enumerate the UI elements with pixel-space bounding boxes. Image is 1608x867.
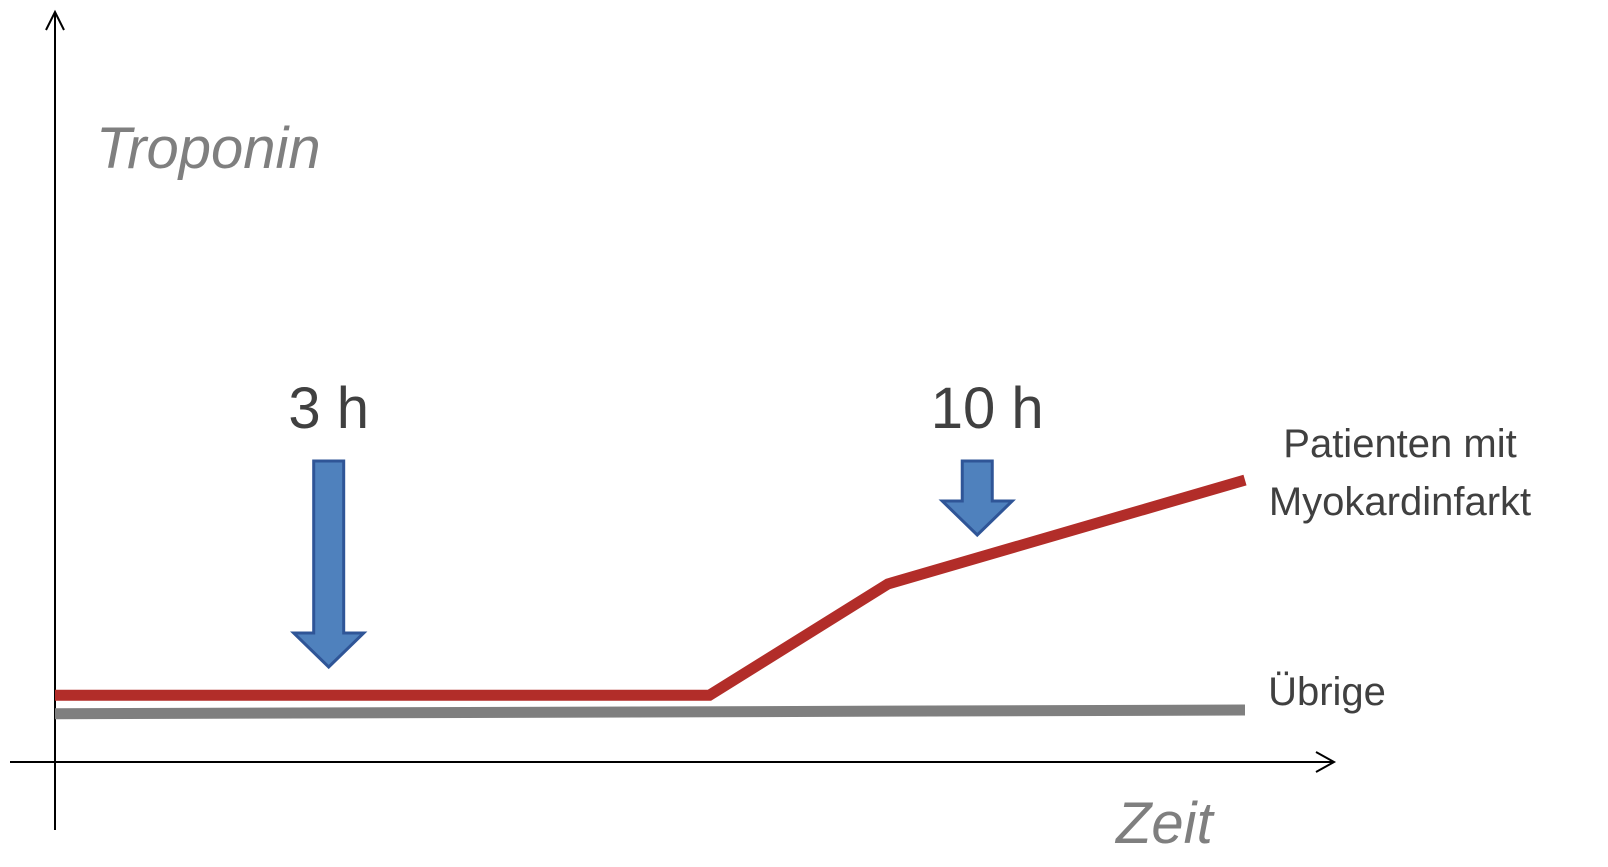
annotation-layer: 3 h 10 h [288, 376, 1044, 670]
series-line-1 [54, 704, 1246, 720]
y-axis-label: Troponin [96, 116, 321, 181]
y-axis [45, 9, 65, 830]
annotation-arrow-0 [290, 459, 368, 670]
x-axis [10, 751, 1337, 773]
x-axis-label: Zeit [1114, 791, 1216, 856]
series-label-0: Patienten mit Myokardinfarkt [1269, 422, 1531, 524]
annotation-label-1: 10 h [931, 376, 1044, 441]
annotation-label-0: 3 h [288, 376, 369, 441]
annotation-arrow-1 [938, 459, 1016, 538]
series-label-1: Übrige [1268, 670, 1386, 714]
series-line-0 [55, 474, 1247, 701]
series-layer: Patienten mit Myokardinfarkt Übrige [54, 422, 1531, 720]
